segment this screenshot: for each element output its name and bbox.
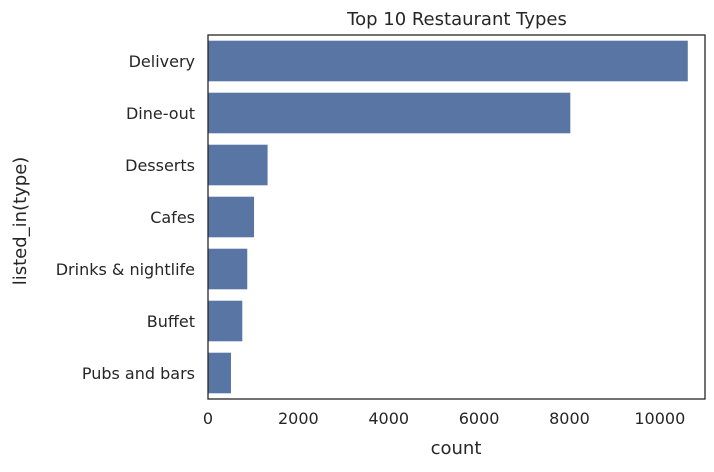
y-tick-label: Buffet: [147, 312, 195, 331]
plot-frame: [207, 34, 706, 400]
bar-dine-out: [207, 91, 572, 135]
x-tick-label: 6000: [459, 409, 500, 428]
bar-pubs-and-bars: [207, 351, 232, 395]
bar-delivery: [207, 39, 689, 83]
y-axis-label: listed_in(type): [10, 157, 31, 286]
x-tick-label: 8000: [549, 409, 590, 428]
bar-desserts: [207, 143, 269, 187]
bars-group: [207, 39, 689, 395]
x-tick-label: 10000: [634, 409, 685, 428]
x-axis-label: count: [431, 438, 482, 459]
chart-title: Top 10 Restaurant Types: [346, 9, 567, 30]
y-tick-label: Pubs and bars: [82, 364, 195, 383]
x-tick-label: 0: [203, 409, 213, 428]
y-tick-labels: Delivery Dine-out Desserts Cafes Drinks & ni…: [56, 52, 195, 383]
x-tick-labels: 0 2000 4000 6000 8000 10000: [203, 409, 685, 428]
bar-buffet: [207, 299, 244, 343]
y-tick-label: Desserts: [125, 156, 195, 175]
y-tick-label: Dine-out: [126, 104, 195, 123]
x-tick-label: 4000: [368, 409, 409, 428]
bar-drinks-nightlife: [207, 247, 249, 291]
y-tick-label: Cafes: [150, 208, 195, 227]
x-tick-label: 2000: [278, 409, 319, 428]
y-tick-label: Delivery: [129, 52, 195, 71]
bar-cafes: [207, 195, 256, 239]
y-tick-label: Drinks & nightlife: [56, 260, 195, 279]
